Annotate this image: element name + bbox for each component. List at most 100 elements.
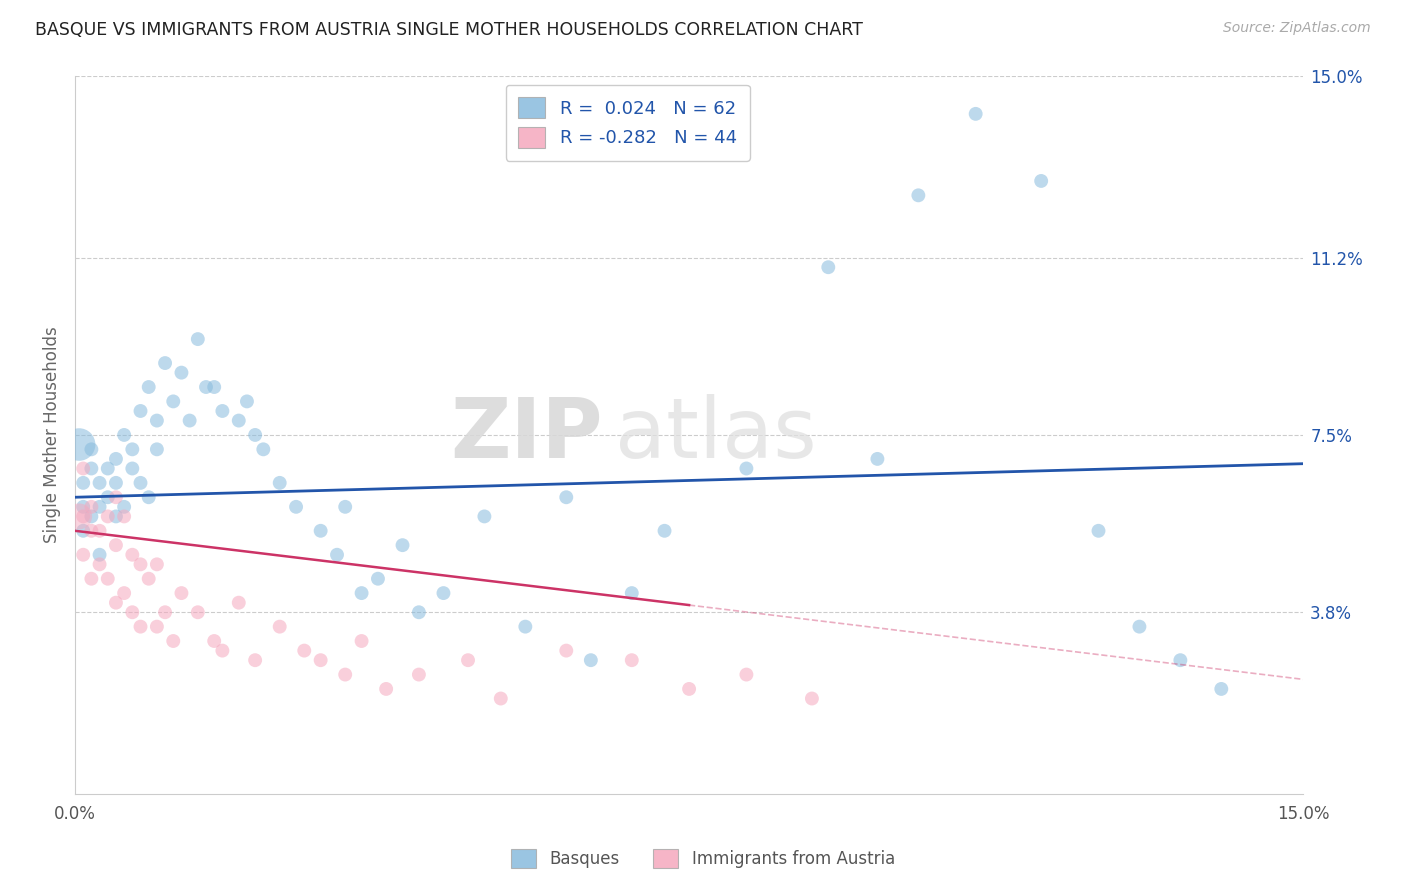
Point <box>211 643 233 657</box>
Point <box>138 380 160 394</box>
Point <box>104 475 127 490</box>
Point <box>146 620 169 634</box>
Point <box>1031 174 1053 188</box>
Point <box>104 538 127 552</box>
Point <box>965 107 987 121</box>
Point <box>129 404 152 418</box>
Point <box>555 490 578 504</box>
Point <box>170 586 193 600</box>
Point <box>1211 681 1233 696</box>
Point <box>735 461 758 475</box>
Point <box>67 437 90 451</box>
Point <box>408 667 430 681</box>
Point <box>620 586 643 600</box>
Point <box>654 524 676 538</box>
Point <box>474 509 496 524</box>
Point <box>252 442 274 457</box>
Point <box>72 509 94 524</box>
Point <box>202 634 225 648</box>
Point <box>138 572 160 586</box>
Point <box>112 509 135 524</box>
Point <box>211 404 233 418</box>
Point <box>309 524 332 538</box>
Point <box>104 451 127 466</box>
Point <box>80 524 103 538</box>
Point <box>129 620 152 634</box>
Point <box>146 413 169 427</box>
Point <box>146 442 169 457</box>
Text: BASQUE VS IMMIGRANTS FROM AUSTRIA SINGLE MOTHER HOUSEHOLDS CORRELATION CHART: BASQUE VS IMMIGRANTS FROM AUSTRIA SINGLE… <box>35 21 863 38</box>
Point <box>432 586 454 600</box>
Point <box>80 442 103 457</box>
Y-axis label: Single Mother Households: Single Mother Households <box>44 326 60 543</box>
Point <box>457 653 479 667</box>
Point <box>72 461 94 475</box>
Point <box>162 634 184 648</box>
Point <box>907 188 929 202</box>
Point <box>375 681 398 696</box>
Point <box>153 356 176 370</box>
Point <box>187 605 209 619</box>
Point <box>285 500 308 514</box>
Point <box>367 572 389 586</box>
Point <box>350 586 373 600</box>
Point <box>129 475 152 490</box>
Text: Source: ZipAtlas.com: Source: ZipAtlas.com <box>1223 21 1371 35</box>
Point <box>678 681 700 696</box>
Point <box>620 653 643 667</box>
Text: atlas: atlas <box>616 394 817 475</box>
Point <box>391 538 413 552</box>
Point <box>195 380 218 394</box>
Point <box>292 643 315 657</box>
Point <box>269 475 291 490</box>
Point <box>326 548 349 562</box>
Point <box>89 558 111 572</box>
Point <box>89 475 111 490</box>
Point <box>243 653 266 667</box>
Point <box>104 596 127 610</box>
Point <box>817 260 839 275</box>
Point <box>800 691 823 706</box>
Point <box>67 509 90 524</box>
Point <box>335 500 357 514</box>
Point <box>153 605 176 619</box>
Legend: R =  0.024   N = 62, R = -0.282   N = 44: R = 0.024 N = 62, R = -0.282 N = 44 <box>506 85 749 161</box>
Point <box>121 548 143 562</box>
Point <box>1128 620 1150 634</box>
Point <box>228 596 250 610</box>
Point <box>170 366 193 380</box>
Point <box>1170 653 1192 667</box>
Point <box>72 475 94 490</box>
Point <box>515 620 537 634</box>
Point <box>735 667 758 681</box>
Point <box>89 500 111 514</box>
Point <box>202 380 225 394</box>
Point <box>408 605 430 619</box>
Point <box>89 548 111 562</box>
Point <box>112 500 135 514</box>
Point <box>1087 524 1109 538</box>
Point <box>80 572 103 586</box>
Point <box>335 667 357 681</box>
Point <box>104 509 127 524</box>
Text: ZIP: ZIP <box>451 394 603 475</box>
Point <box>112 586 135 600</box>
Point <box>866 451 889 466</box>
Point <box>97 490 120 504</box>
Point <box>243 428 266 442</box>
Point <box>72 524 94 538</box>
Point <box>112 428 135 442</box>
Point <box>97 572 120 586</box>
Point <box>72 548 94 562</box>
Point <box>121 442 143 457</box>
Point <box>489 691 512 706</box>
Point <box>121 461 143 475</box>
Point <box>146 558 169 572</box>
Point <box>309 653 332 667</box>
Point <box>138 490 160 504</box>
Point <box>121 605 143 619</box>
Point <box>187 332 209 346</box>
Point <box>89 524 111 538</box>
Point <box>269 620 291 634</box>
Point <box>104 490 127 504</box>
